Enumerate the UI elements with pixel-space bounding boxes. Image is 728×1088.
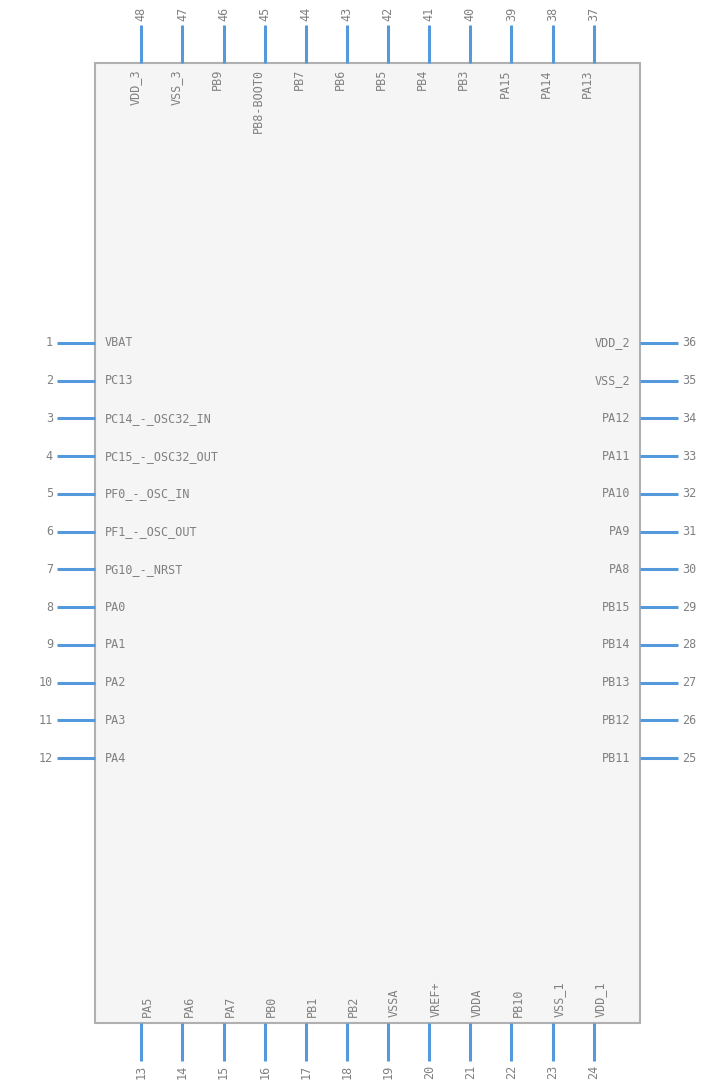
Text: 36: 36 xyxy=(682,336,696,349)
Text: 46: 46 xyxy=(217,7,230,21)
Text: PB9: PB9 xyxy=(210,69,223,90)
Text: PB14: PB14 xyxy=(601,639,630,652)
Text: VSS_3: VSS_3 xyxy=(170,69,183,104)
Text: 10: 10 xyxy=(39,676,53,689)
Text: 23: 23 xyxy=(546,1065,559,1079)
Text: 32: 32 xyxy=(682,487,696,500)
Text: 48: 48 xyxy=(135,7,148,21)
Text: PB8-BOOT0: PB8-BOOT0 xyxy=(252,69,265,133)
Text: 43: 43 xyxy=(341,7,353,21)
Text: PA6: PA6 xyxy=(183,996,195,1017)
Text: PB12: PB12 xyxy=(601,714,630,727)
Text: 1: 1 xyxy=(46,336,53,349)
Text: VBAT: VBAT xyxy=(105,336,133,349)
Text: 11: 11 xyxy=(39,714,53,727)
Text: 4: 4 xyxy=(46,449,53,462)
Text: 27: 27 xyxy=(682,676,696,689)
Text: 14: 14 xyxy=(176,1065,189,1079)
Text: PA11: PA11 xyxy=(601,449,630,462)
Text: 20: 20 xyxy=(423,1065,435,1079)
Text: 31: 31 xyxy=(682,526,696,539)
Text: 17: 17 xyxy=(299,1065,312,1079)
Text: 8: 8 xyxy=(46,601,53,614)
Text: 21: 21 xyxy=(464,1065,477,1079)
Text: 15: 15 xyxy=(217,1065,230,1079)
Text: 44: 44 xyxy=(299,7,312,21)
Text: PA9: PA9 xyxy=(609,526,630,539)
Text: 35: 35 xyxy=(682,374,696,387)
Text: PA7: PA7 xyxy=(223,996,237,1017)
Text: 28: 28 xyxy=(682,639,696,652)
Text: VSSA: VSSA xyxy=(388,989,401,1017)
Text: 18: 18 xyxy=(341,1065,353,1079)
Text: 9: 9 xyxy=(46,639,53,652)
Text: PB13: PB13 xyxy=(601,676,630,689)
Text: 16: 16 xyxy=(258,1065,272,1079)
Text: PB0: PB0 xyxy=(265,996,277,1017)
Text: 26: 26 xyxy=(682,714,696,727)
Text: PC14_-_OSC32_IN: PC14_-_OSC32_IN xyxy=(105,412,212,425)
Text: 7: 7 xyxy=(46,562,53,576)
Text: VDD_1: VDD_1 xyxy=(593,981,606,1017)
Text: VSS_1: VSS_1 xyxy=(553,981,566,1017)
Text: PA8: PA8 xyxy=(609,562,630,576)
Text: PG10_-_NRST: PG10_-_NRST xyxy=(105,562,183,576)
Text: PA4: PA4 xyxy=(105,752,127,765)
Text: PB11: PB11 xyxy=(601,752,630,765)
Text: PA14: PA14 xyxy=(539,69,553,98)
Text: 6: 6 xyxy=(46,526,53,539)
Text: PB7: PB7 xyxy=(293,69,306,90)
Text: 41: 41 xyxy=(423,7,435,21)
Text: PA0: PA0 xyxy=(105,601,127,614)
Text: PA3: PA3 xyxy=(105,714,127,727)
Text: PA2: PA2 xyxy=(105,676,127,689)
Text: VSS_2: VSS_2 xyxy=(594,374,630,387)
Text: PB3: PB3 xyxy=(457,69,470,90)
Text: PA15: PA15 xyxy=(499,69,512,98)
Text: PB2: PB2 xyxy=(347,996,360,1017)
Text: 34: 34 xyxy=(682,412,696,425)
Text: 33: 33 xyxy=(682,449,696,462)
Text: PC13: PC13 xyxy=(105,374,133,387)
Text: PC15_-_OSC32_OUT: PC15_-_OSC32_OUT xyxy=(105,449,219,462)
Text: PA1: PA1 xyxy=(105,639,127,652)
Text: 30: 30 xyxy=(682,562,696,576)
Text: 22: 22 xyxy=(505,1065,518,1079)
Text: PB5: PB5 xyxy=(375,69,388,90)
Text: 47: 47 xyxy=(176,7,189,21)
Text: 25: 25 xyxy=(682,752,696,765)
Text: 12: 12 xyxy=(39,752,53,765)
Text: PF1_-_OSC_OUT: PF1_-_OSC_OUT xyxy=(105,526,197,539)
Text: 13: 13 xyxy=(135,1065,148,1079)
Text: PF0_-_OSC_IN: PF0_-_OSC_IN xyxy=(105,487,191,500)
Text: 29: 29 xyxy=(682,601,696,614)
Text: 3: 3 xyxy=(46,412,53,425)
Text: PA13: PA13 xyxy=(581,69,593,98)
Text: PA10: PA10 xyxy=(601,487,630,500)
Text: PB10: PB10 xyxy=(512,989,524,1017)
Text: 19: 19 xyxy=(381,1065,395,1079)
Text: 24: 24 xyxy=(587,1065,600,1079)
Text: VDD_2: VDD_2 xyxy=(594,336,630,349)
Bar xyxy=(95,63,640,1023)
Text: 2: 2 xyxy=(46,374,53,387)
Text: PA5: PA5 xyxy=(141,996,154,1017)
Text: VDDA: VDDA xyxy=(470,989,483,1017)
Text: PB15: PB15 xyxy=(601,601,630,614)
Text: PB1: PB1 xyxy=(306,996,319,1017)
Text: PB4: PB4 xyxy=(416,69,430,90)
Text: PA12: PA12 xyxy=(601,412,630,425)
Text: PB6: PB6 xyxy=(334,69,347,90)
Text: 40: 40 xyxy=(464,7,477,21)
Text: 38: 38 xyxy=(546,7,559,21)
Text: 37: 37 xyxy=(587,7,600,21)
Text: 42: 42 xyxy=(381,7,395,21)
Text: VREF+: VREF+ xyxy=(430,981,442,1017)
Text: 39: 39 xyxy=(505,7,518,21)
Text: 5: 5 xyxy=(46,487,53,500)
Text: VDD_3: VDD_3 xyxy=(128,69,141,104)
Text: 45: 45 xyxy=(258,7,272,21)
